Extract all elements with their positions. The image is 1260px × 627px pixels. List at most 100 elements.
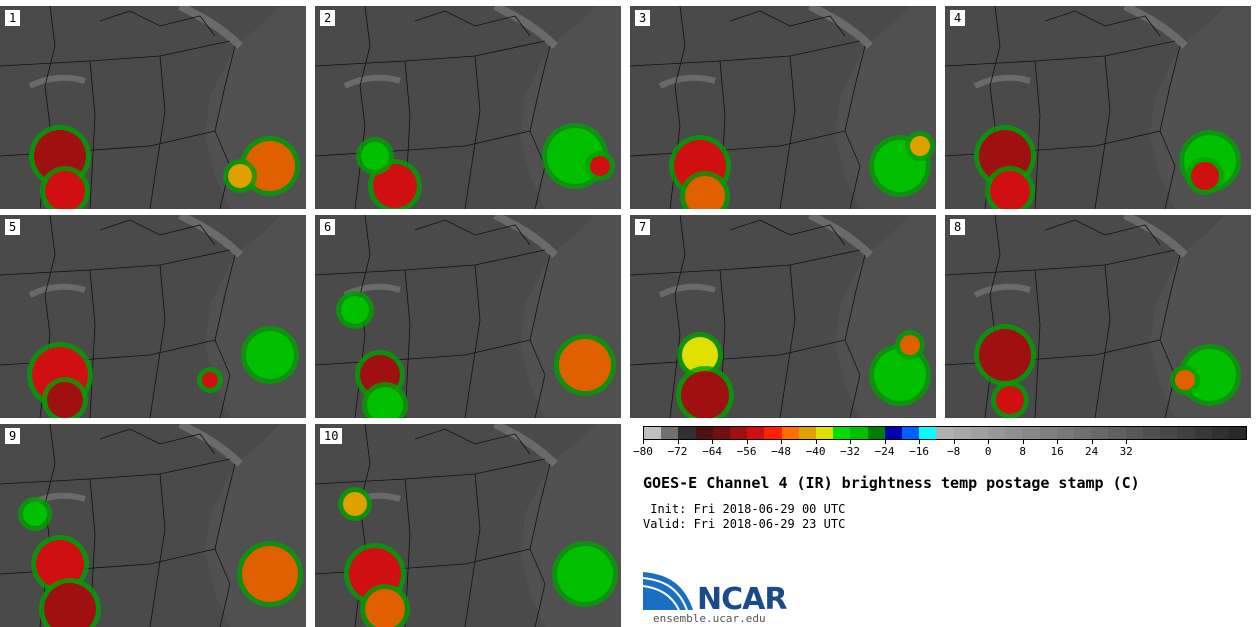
colorbar-tick [643, 440, 644, 444]
colorbar-segment [988, 427, 1006, 439]
panel-number: 7 [635, 219, 651, 235]
colorbar-tick-label: −72 [667, 445, 688, 458]
colorbar-tick-label: −16 [909, 445, 930, 458]
colorbar-segment [1091, 427, 1109, 439]
map-image [630, 6, 936, 209]
ncar-logo-icon [643, 572, 693, 611]
colorbar-tick-label: 16 [1050, 445, 1064, 458]
colorbar-segment [1005, 427, 1023, 439]
colorbar-tick-label: −48 [771, 445, 791, 458]
colorbar-tick [712, 440, 714, 444]
postage-stamp-panel: 4 [945, 6, 1251, 209]
colorbar-tick [781, 440, 783, 444]
postage-stamp-panel: 6 [315, 215, 621, 418]
colorbar-segment [1177, 427, 1195, 439]
colorbar-tick-label: −32 [840, 445, 861, 458]
colorbar-segment [1160, 427, 1178, 439]
colorbar-segment [1108, 427, 1126, 439]
postage-stamp-panel: 10 [315, 424, 621, 627]
map-image [315, 6, 621, 209]
panel-number: 6 [320, 219, 336, 235]
colorbar-segment [970, 427, 989, 439]
colorbar-tick-label: 32 [1119, 445, 1133, 458]
colorbar-segment [1194, 427, 1212, 439]
colorbar-tick [1022, 440, 1024, 444]
panel-number: 2 [320, 10, 336, 26]
colorbar-segment [833, 427, 851, 439]
map-image [0, 215, 306, 418]
map-image [945, 215, 1251, 418]
colorbar-tick [884, 440, 886, 444]
map-image [630, 215, 936, 418]
colorbar-segment [644, 427, 662, 439]
colorbar-tick [953, 440, 955, 444]
colorbar-tick [1057, 440, 1059, 444]
postage-stamp-panel: 3 [630, 6, 936, 209]
colorbar-tick [815, 440, 817, 444]
postage-stamp-panel: 9 [0, 424, 306, 627]
colorbar-segment [798, 427, 817, 439]
colorbar-segment [936, 427, 954, 439]
colorbar-segment [1211, 427, 1229, 439]
colorbar-segment [695, 427, 713, 439]
colorbar-segment [884, 427, 903, 439]
colorbar-segment [902, 427, 920, 439]
postage-stamp-panel: 5 [0, 215, 306, 418]
logo-url: ensemble.ucar.edu [653, 612, 766, 625]
valid-time: Valid: Fri 2018-06-29 23 UTC [643, 517, 846, 531]
init-time: Init: Fri 2018-06-29 00 UTC [643, 502, 846, 516]
colorbar-tick-label: −64 [702, 445, 722, 458]
panel-number: 10 [320, 428, 343, 444]
panel-number: 5 [5, 219, 21, 235]
postage-stamp-panel: 7 [630, 215, 936, 418]
panel-number: 8 [950, 219, 966, 235]
colorbar-ticks: −80 −72 −64 −56 −48 −40 −32 −24 −16 −8 0 8 16 24 32 [633, 440, 1247, 460]
postage-stamp-panel: 8 [945, 215, 1251, 418]
colorbar-segment [730, 427, 748, 439]
map-image [0, 424, 306, 627]
colorbar-segment [1056, 427, 1075, 439]
colorbar-tick [988, 440, 990, 444]
colorbar-tick-label: −80 [633, 445, 653, 458]
colorbar-tick [919, 440, 921, 444]
colorbar-segment [764, 427, 782, 439]
colorbar-segment [1074, 427, 1092, 439]
colorbar-segment [919, 427, 937, 439]
colorbar [643, 426, 1247, 440]
colorbar-tick [1091, 440, 1093, 444]
map-image [315, 424, 621, 627]
colorbar-tick-label: −56 [736, 445, 757, 458]
colorbar-tick-label: −40 [805, 445, 826, 458]
colorbar-segment [661, 427, 679, 439]
colorbar-segment [781, 427, 799, 439]
panel-number: 3 [635, 10, 651, 26]
panel-number: 1 [5, 10, 21, 26]
colorbar-segment [1228, 427, 1247, 439]
chart-title: GOES-E Channel 4 (IR) brightness temp po… [643, 474, 1140, 492]
colorbar-segment [850, 427, 868, 439]
colorbar-segment [747, 427, 765, 439]
colorbar-segment [816, 427, 834, 439]
postage-stamp-panel: 2 [315, 6, 621, 209]
colorbar-segment [1142, 427, 1161, 439]
colorbar-tick-label: 0 [984, 445, 992, 458]
logo-text: NCAR [697, 582, 787, 617]
colorbar-tick-label: 8 [1019, 445, 1026, 458]
colorbar-segment [1039, 427, 1057, 439]
colorbar-segment [712, 427, 731, 439]
colorbar-tick [677, 440, 679, 444]
colorbar-tick [850, 440, 852, 444]
colorbar-tick-label: 24 [1085, 445, 1099, 458]
colorbar-segment [867, 427, 885, 439]
panel-number: 9 [5, 428, 21, 444]
colorbar-tick [746, 440, 748, 444]
colorbar-segment [1022, 427, 1040, 439]
colorbar-segment [678, 427, 696, 439]
colorbar-tick [1126, 440, 1128, 444]
map-image [945, 6, 1251, 209]
map-image [315, 215, 621, 418]
colorbar-segment [953, 427, 971, 439]
map-image [0, 6, 306, 209]
colorbar-tick-label: −24 [874, 445, 895, 458]
colorbar-segment [1125, 427, 1143, 439]
